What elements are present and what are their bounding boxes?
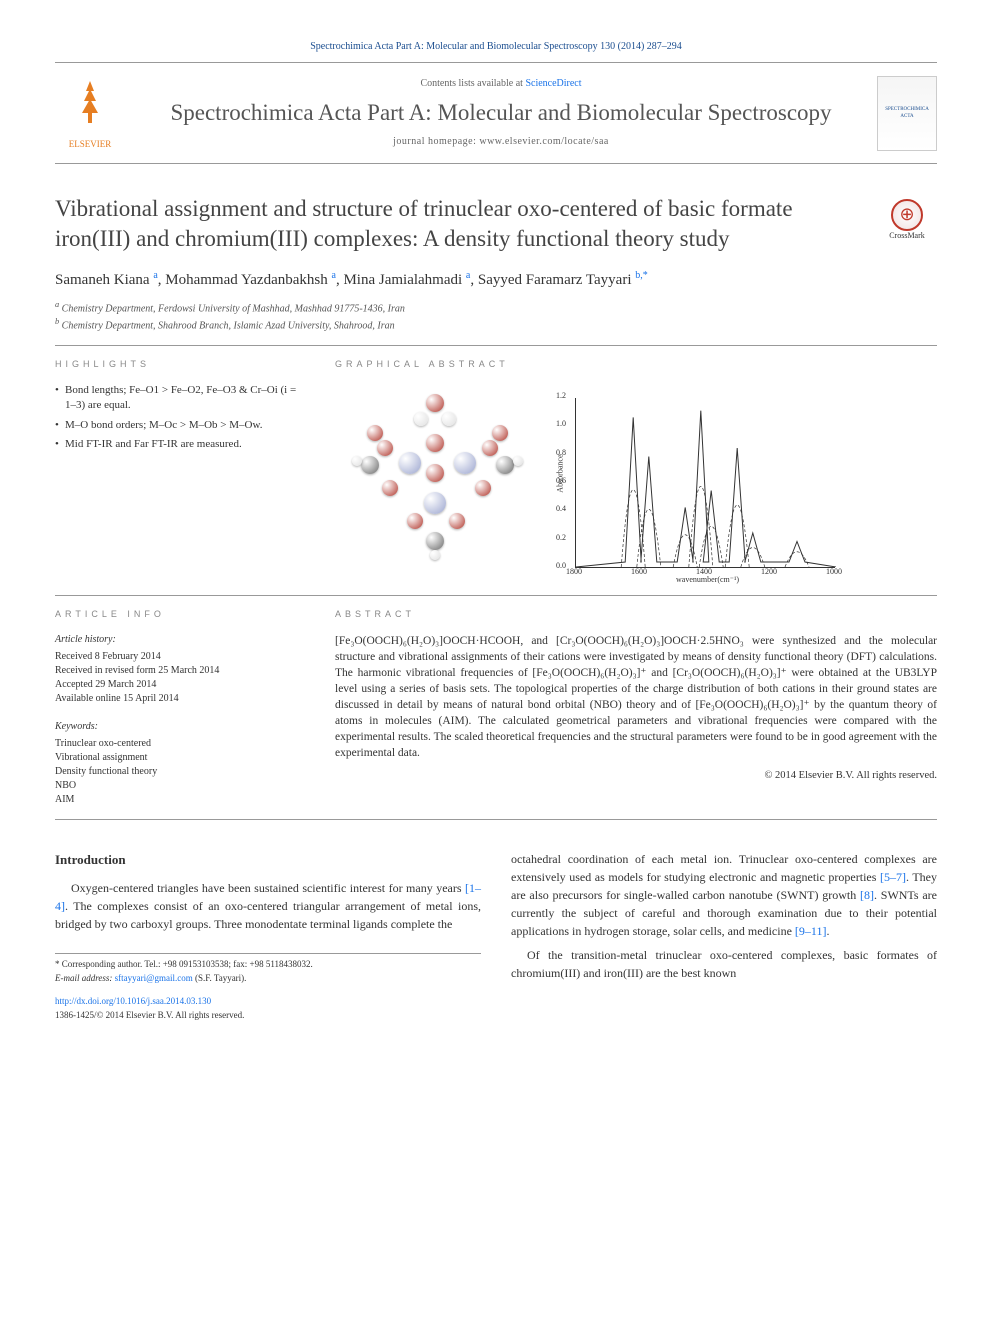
abstract-heading: ABSTRACT bbox=[335, 608, 937, 621]
history-item: Available online 15 April 2014 bbox=[55, 692, 305, 706]
email-link[interactable]: sftayyari@gmail.com bbox=[115, 973, 193, 983]
intro-para-right-1: octahedral coordination of each metal io… bbox=[511, 850, 937, 940]
atom bbox=[426, 532, 444, 550]
elsevier-logo: ELSEVIER bbox=[55, 73, 125, 153]
spectrum-ytick: 1.0 bbox=[556, 418, 566, 429]
atom bbox=[367, 425, 383, 441]
spectrum-xtick: 1400 bbox=[696, 566, 712, 577]
spectrum-plot: Absorbancewavenumber(cm⁻¹)18001600140012… bbox=[575, 398, 835, 568]
elsevier-tree-icon bbox=[66, 75, 114, 138]
spectrum-xtick: 1200 bbox=[761, 566, 777, 577]
atom bbox=[382, 480, 398, 496]
atom bbox=[352, 456, 362, 466]
atom bbox=[426, 434, 444, 452]
article-info: Article history: Received 8 February 201… bbox=[55, 633, 305, 807]
highlight-item: Mid FT-IR and Far FT-IR are measured. bbox=[55, 437, 305, 452]
corresponding-author: * Corresponding author. Tel.: +98 091531… bbox=[55, 953, 481, 985]
keyword-item: Vibrational assignment bbox=[55, 751, 305, 765]
abstract-text: [Fe₃O(OOCH)₆(H₂O)₃]OOCH·HCOOH, and [Cr₃O… bbox=[335, 633, 937, 762]
highlights-heading: HIGHLIGHTS bbox=[55, 358, 305, 371]
atom bbox=[449, 513, 465, 529]
atom bbox=[492, 425, 508, 441]
spectrum-ytick: 0.6 bbox=[556, 475, 566, 486]
intro-para-left: Oxygen-centered triangles have been sust… bbox=[55, 879, 481, 933]
keyword-item: Trinuclear oxo-centered bbox=[55, 737, 305, 751]
divider bbox=[55, 345, 937, 346]
spectrum-ytick: 0.4 bbox=[556, 503, 566, 514]
intro-para-right-2: Of the transition-metal trinuclear oxo-c… bbox=[511, 946, 937, 982]
keyword-item: Density functional theory bbox=[55, 765, 305, 779]
atom bbox=[513, 456, 523, 466]
history-item: Received 8 February 2014 bbox=[55, 650, 305, 664]
author-list: Samaneh Kiana a, Mohammad Yazdanbakhsh a… bbox=[55, 269, 937, 291]
footer-copyright: 1386-1425/© 2014 Elsevier B.V. All right… bbox=[55, 1009, 481, 1023]
keyword-item: NBO bbox=[55, 779, 305, 793]
history-label: Article history: bbox=[55, 633, 305, 647]
atom bbox=[430, 550, 440, 560]
atom bbox=[361, 456, 379, 474]
atom bbox=[482, 440, 498, 456]
spectrum-ytick: 0.8 bbox=[556, 447, 566, 458]
affiliations: a Chemistry Department, Ferdowsi Univers… bbox=[55, 299, 937, 334]
atom bbox=[414, 412, 428, 426]
journal-header: ELSEVIER Contents lists available at Sci… bbox=[55, 62, 937, 164]
citation-link[interactable]: [5–7] bbox=[880, 870, 906, 884]
atom bbox=[426, 394, 444, 412]
article-info-heading: ARTICLE INFO bbox=[55, 608, 305, 621]
atom bbox=[399, 452, 421, 474]
atom bbox=[442, 412, 456, 426]
graphical-abstract-heading: GRAPHICAL ABSTRACT bbox=[335, 358, 937, 371]
spectrum-ytick: 0.0 bbox=[556, 560, 566, 571]
divider bbox=[55, 595, 937, 596]
atom bbox=[454, 452, 476, 474]
spectrum-ylabel: Absorbance bbox=[555, 455, 566, 493]
graphical-abstract: Absorbancewavenumber(cm⁻¹)18001600140012… bbox=[335, 383, 937, 583]
divider bbox=[55, 819, 937, 820]
atom bbox=[475, 480, 491, 496]
journal-cover-thumbnail: SPECTROCHIMICA ACTA bbox=[877, 76, 937, 151]
atom bbox=[407, 513, 423, 529]
molecule-diagram bbox=[335, 393, 555, 573]
abstract-copyright: © 2014 Elsevier B.V. All rights reserved… bbox=[335, 769, 937, 784]
contents-line: Contents lists available at ScienceDirec… bbox=[145, 77, 857, 91]
atom bbox=[424, 492, 446, 514]
crossmark-badge[interactable]: ⊕ CrossMark bbox=[877, 199, 937, 244]
citation-line: Spectrochimica Acta Part A: Molecular an… bbox=[55, 40, 937, 54]
spectrum-xtick: 1600 bbox=[631, 566, 647, 577]
spectrum-ytick: 1.2 bbox=[556, 390, 566, 401]
crossmark-icon: ⊕ bbox=[891, 199, 923, 231]
atom bbox=[496, 456, 514, 474]
publisher-name: ELSEVIER bbox=[69, 138, 112, 151]
atom bbox=[377, 440, 393, 456]
article-title: Vibrational assignment and structure of … bbox=[55, 194, 937, 254]
journal-title: Spectrochimica Acta Part A: Molecular an… bbox=[145, 97, 857, 129]
introduction-heading: Introduction bbox=[55, 850, 481, 870]
highlight-item: M–O bond orders; M–Oc > M–Ob > M–Ow. bbox=[55, 418, 305, 433]
doi-link[interactable]: http://dx.doi.org/10.1016/j.saa.2014.03.… bbox=[55, 995, 481, 1009]
citation-link[interactable]: [8] bbox=[860, 888, 874, 902]
history-item: Received in revised form 25 March 2014 bbox=[55, 664, 305, 678]
highlights-list: Bond lengths; Fe–O1 > Fe–O2, Fe–O3 & Cr–… bbox=[55, 383, 305, 453]
keywords-label: Keywords: bbox=[55, 720, 305, 734]
atom bbox=[426, 464, 444, 482]
spectrum-ytick: 0.2 bbox=[556, 532, 566, 543]
citation-link[interactable]: [9–11] bbox=[795, 924, 827, 938]
sciencedirect-link[interactable]: ScienceDirect bbox=[525, 78, 581, 89]
spectrum-xtick: 1000 bbox=[826, 566, 842, 577]
highlight-item: Bond lengths; Fe–O1 > Fe–O2, Fe–O3 & Cr–… bbox=[55, 383, 305, 414]
history-item: Accepted 29 March 2014 bbox=[55, 678, 305, 692]
journal-homepage: journal homepage: www.elsevier.com/locat… bbox=[145, 135, 857, 149]
keyword-item: AIM bbox=[55, 793, 305, 807]
spectrum-xtick: 1800 bbox=[566, 566, 582, 577]
